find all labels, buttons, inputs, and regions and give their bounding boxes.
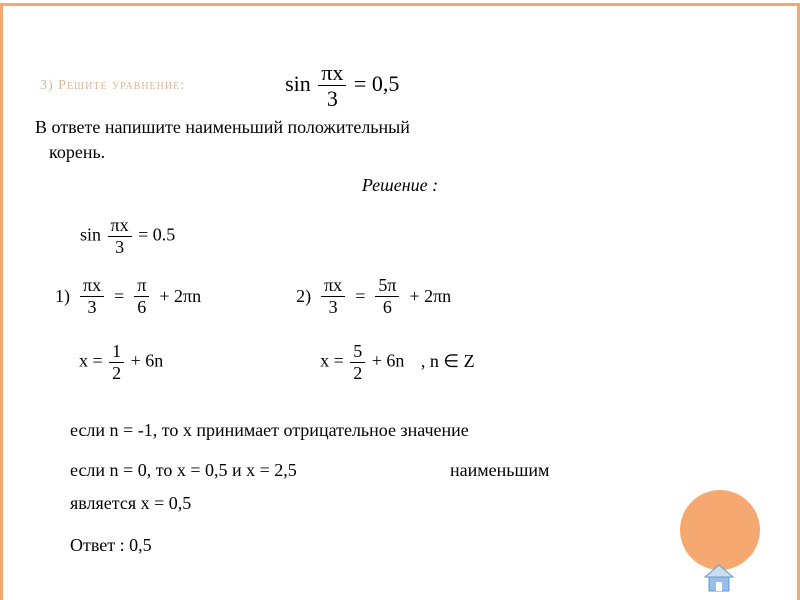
case2-xden: 2 <box>350 363 365 384</box>
eq-rhs: = 0,5 <box>354 71 399 96</box>
case2-x: x = <box>320 351 344 371</box>
eq-sin: sin <box>285 71 311 96</box>
n-in-z: , n ∈ Z <box>421 351 475 371</box>
eq-sign2: = <box>355 286 365 307</box>
case1-eq2: x = 1 2 + 6n <box>79 341 201 383</box>
case1-tail: + 2πn <box>159 286 201 307</box>
case2-tail: + 2πn <box>409 286 451 307</box>
case1-lfrac: πx 3 <box>80 275 104 317</box>
is-line: является x = 0,5 <box>70 493 191 514</box>
case1-label: 1) <box>55 286 70 307</box>
case2-rfrac: 5π 6 <box>375 275 399 317</box>
smallest-word: наименьшим <box>450 460 549 481</box>
border-left <box>0 3 3 600</box>
case2-xnum: 5 <box>350 341 365 363</box>
case1: 1) πx 3 = π 6 + 2πn x = 1 2 + 6n <box>55 275 201 384</box>
case1-xtail: + 6n <box>131 351 164 371</box>
step1-num: πx <box>108 215 132 237</box>
case2-rnum: 5π <box>375 275 399 297</box>
case2-lden: 3 <box>321 297 345 318</box>
case2-label: 2) <box>296 286 311 307</box>
case1-rnum: π <box>134 275 149 297</box>
main-equation: sin πx 3 = 0,5 <box>285 60 399 112</box>
case2-lfrac: πx 3 <box>321 275 345 317</box>
step1-rhs: = 0.5 <box>138 224 175 244</box>
case2-lnum: πx <box>321 275 345 297</box>
solution-heading: Решение : <box>0 175 800 196</box>
if-n-neg1: если n = -1, то x принимает отрицательно… <box>70 420 469 441</box>
subtitle: В ответе напишите наименьший положительн… <box>35 115 410 165</box>
step1-sin: sin <box>80 224 101 244</box>
case1-xden: 2 <box>109 363 124 384</box>
subtitle-l2: корень. <box>49 142 105 162</box>
case2-xfrac: 5 2 <box>350 341 365 383</box>
cases-row: 1) πx 3 = π 6 + 2πn x = 1 2 + 6n <box>55 275 475 384</box>
case1-xfrac: 1 2 <box>109 341 124 383</box>
case1-rden: 6 <box>134 297 149 318</box>
step1-den: 3 <box>108 237 132 258</box>
case1-lnum: πx <box>80 275 104 297</box>
case2-eq1: 2) πx 3 = 5π 6 + 2πn <box>296 275 475 317</box>
eq-sign: = <box>114 286 124 307</box>
case1-rfrac: π 6 <box>134 275 149 317</box>
subtitle-l1: В ответе напишите наименьший положительн… <box>35 117 410 137</box>
case1-x: x = <box>79 351 103 371</box>
case2-xtail: + 6n <box>372 351 405 371</box>
case1-lden: 3 <box>80 297 104 318</box>
problem-title: 3) Решите уравнение: <box>40 78 185 94</box>
eq-frac-den: 3 <box>318 86 346 111</box>
slide: 3) Решите уравнение: sin πx 3 = 0,5 В от… <box>0 0 800 600</box>
title-row: 3) Решите уравнение: sin πx 3 = 0,5 <box>40 60 399 112</box>
case2-rden: 6 <box>375 297 399 318</box>
if-n-zero: если n = 0, то x = 0,5 и x = 2,5 <box>70 460 297 481</box>
eq-frac-num: πx <box>318 60 346 86</box>
answer-line: Ответ : 0,5 <box>70 535 152 556</box>
case1-xnum: 1 <box>109 341 124 363</box>
case2-eq2: x = 5 2 + 6n , n ∈ Z <box>320 341 475 383</box>
step1-frac: πx 3 <box>108 215 132 257</box>
step1: sin πx 3 = 0.5 <box>80 215 175 257</box>
eq-frac: πx 3 <box>318 60 346 112</box>
case2: 2) πx 3 = 5π 6 + 2πn x = 5 2 + 6n <box>296 275 475 384</box>
case1-eq1: 1) πx 3 = π 6 + 2πn <box>55 275 201 317</box>
accent-circle <box>680 490 760 570</box>
border-top <box>0 3 800 6</box>
home-icon[interactable] <box>703 562 735 594</box>
